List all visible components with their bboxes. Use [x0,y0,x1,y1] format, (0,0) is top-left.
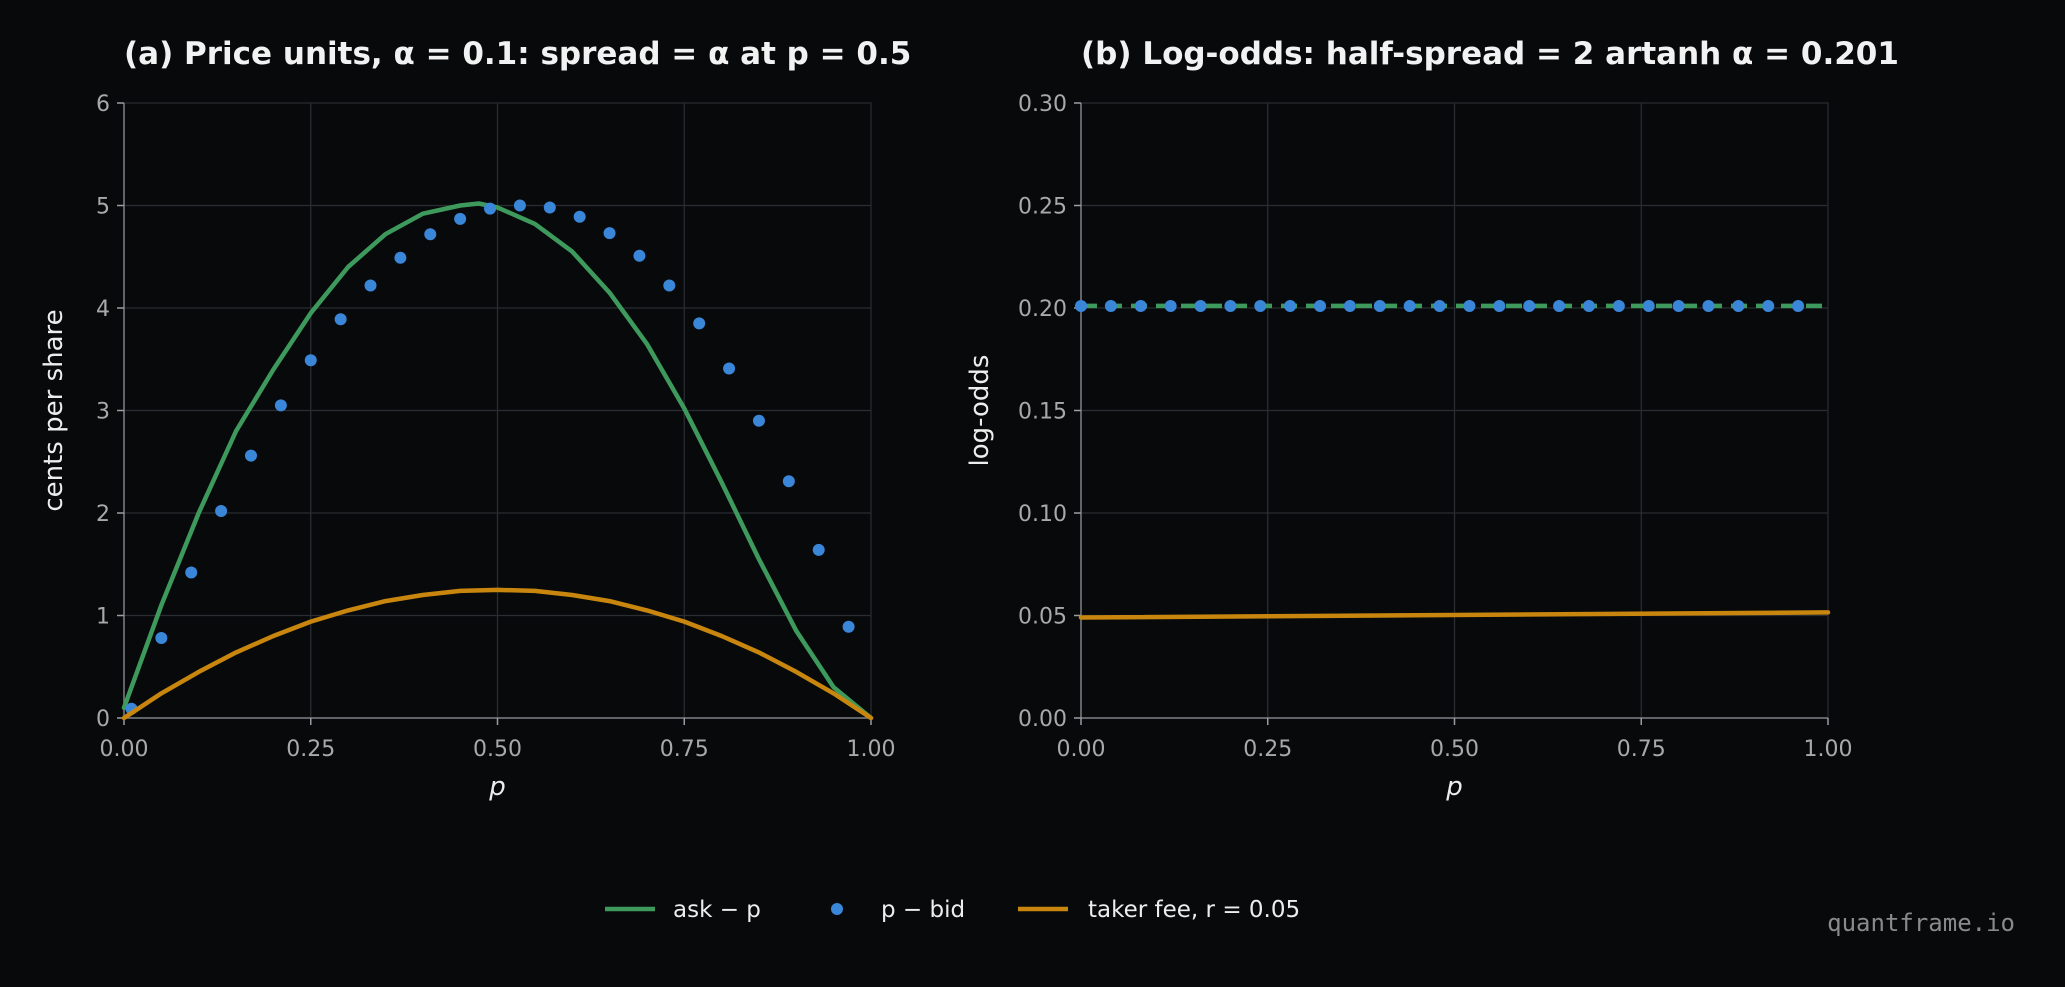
x-axis-label: p [488,772,506,802]
y-tick-label: 0.25 [1018,195,1067,220]
x-tick-label: 1.00 [847,737,896,762]
data-point [693,317,706,330]
y-tick-label: 0.20 [1018,297,1067,322]
data-point [304,354,317,367]
data-point [1762,299,1775,312]
data-point [603,227,616,240]
data-point [543,201,556,214]
data-point [185,566,198,579]
legend: ask − p p − bid taker fee, r = 0.05 [605,897,1300,923]
data-point [1582,299,1595,312]
series-1 [1075,299,1805,312]
chart-title: (a) Price units, α = 0.1: spread = α at … [124,36,911,72]
data-point [155,632,168,645]
data-point [1075,299,1087,312]
series-2 [121,587,874,721]
data-point [1164,299,1177,312]
x-tick-label: 0.00 [1057,737,1106,762]
data-point [1642,299,1655,312]
x-tick-label: 0.00 [100,737,149,762]
legend-item: p − bid [831,897,965,923]
chart-log-odds: (b) Log-odds: half-spread = 2 artanh α =… [965,36,1899,802]
y-tick-label: 2 [96,502,110,527]
y-axis-label: cents per share [39,309,69,511]
data-point [842,620,855,633]
data-point [1433,299,1446,312]
data-point [244,449,257,462]
x-tick-label: 0.50 [473,737,522,762]
data-point [1284,299,1297,312]
data-point [1403,299,1416,312]
legend-item: taker fee, r = 0.05 [1018,897,1300,923]
data-point [1463,299,1476,312]
data-point [1493,299,1506,312]
data-point [484,202,497,215]
data-point [1612,299,1625,312]
y-tick-label: 0.05 [1018,605,1067,630]
chart-title: (b) Log-odds: half-spread = 2 artanh α =… [1081,36,1899,72]
data-point [394,251,407,264]
data-point [812,543,825,556]
data-point [1672,299,1685,312]
x-tick-label: 0.50 [1430,737,1479,762]
series-2 [1078,610,1831,620]
data-point [334,313,347,326]
y-tick-label: 0 [96,707,110,732]
legend-swatch [831,903,843,915]
series-line [121,587,874,721]
data-point [1373,299,1386,312]
series-1 [125,199,855,715]
data-point [1254,299,1267,312]
y-tick-label: 0.15 [1018,400,1067,425]
data-point [1343,299,1356,312]
legend-label: ask − p [673,897,761,923]
legend-label: taker fee, r = 0.05 [1088,897,1300,923]
x-tick-label: 0.75 [660,737,709,762]
data-point [1134,299,1147,312]
data-point [215,504,228,517]
data-point [1702,299,1715,312]
y-tick-label: 0.10 [1018,502,1067,527]
data-point [1194,299,1207,312]
y-axis-label: log-odds [965,355,995,467]
data-point [723,362,736,375]
data-point [454,212,467,225]
data-point [1523,299,1536,312]
x-tick-label: 0.25 [286,737,335,762]
chart-price-units: (a) Price units, α = 0.1: spread = α at … [39,36,911,802]
x-tick-label: 0.25 [1243,737,1292,762]
data-point [1104,299,1117,312]
y-tick-label: 0.30 [1018,92,1067,117]
data-point [1553,299,1566,312]
data-point [364,279,377,292]
y-tick-label: 1 [96,605,110,630]
data-point [633,249,646,262]
data-point [752,414,765,427]
data-point [274,399,287,412]
data-point [1792,299,1805,312]
data-point [1732,299,1745,312]
data-point [573,210,586,223]
series-line [1078,610,1831,620]
data-point [513,199,526,212]
y-tick-label: 5 [96,195,110,220]
y-tick-label: 4 [96,297,110,322]
data-point [1224,299,1237,312]
x-tick-label: 1.00 [1804,737,1853,762]
y-tick-label: 0.00 [1018,707,1067,732]
y-tick-label: 6 [96,92,110,117]
x-tick-label: 0.75 [1617,737,1666,762]
data-point [782,475,795,488]
data-point [1314,299,1327,312]
legend-item: ask − p [605,897,761,923]
data-point [663,279,676,292]
data-point [424,228,437,241]
y-tick-label: 3 [96,400,110,425]
legend-label: p − bid [881,897,965,923]
watermark: quantframe.io [1827,909,2015,937]
x-axis-label: p [1445,772,1463,802]
